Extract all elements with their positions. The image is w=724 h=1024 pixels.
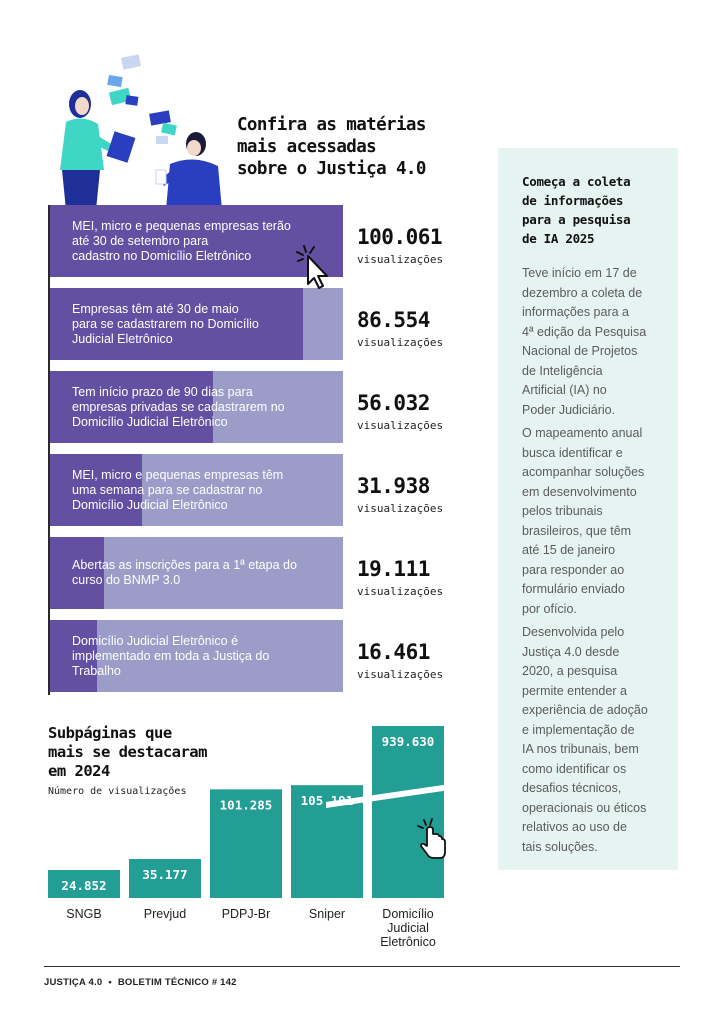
- article-views-label: visualizações: [357, 502, 444, 515]
- footer: JUSTIÇA 4.0 • BOLETIM TÉCNICO # 142: [44, 977, 237, 988]
- chart-bar: [48, 870, 120, 898]
- article-views-count: 19.111: [357, 557, 430, 581]
- chart-data-label: 35.177: [142, 867, 187, 882]
- article-views-count: 56.032: [357, 391, 430, 415]
- page-title: Confira as matérias mais acessadas sobre…: [237, 115, 426, 179]
- article-item[interactable]: Empresas têm até 30 de maio para se cada…: [48, 288, 468, 360]
- article-title[interactable]: Empresas têm até 30 de maio para se cada…: [72, 301, 259, 346]
- article-title[interactable]: Abertas as inscrições para a 1ª etapa do…: [72, 558, 297, 587]
- article-views-label: visualizações: [357, 585, 444, 598]
- sidebar-news-box: Começa a coleta de informações para a pe…: [498, 148, 678, 870]
- footer-divider: [44, 966, 680, 967]
- article-item[interactable]: Domicílio Judicial Eletrônico é implemen…: [48, 620, 468, 692]
- footer-brand: JUSTIÇA 4.0: [44, 977, 103, 988]
- article-title[interactable]: MEI, micro e pequenas empresas têm uma s…: [72, 467, 284, 512]
- footer-issue: BOLETIM TÉCNICO # 142: [117, 977, 237, 988]
- chart-category-label: SNGB: [66, 907, 101, 921]
- article-bar-fill: [48, 620, 97, 692]
- hero-illustration: [60, 54, 222, 210]
- article-title[interactable]: Domicílio Judicial Eletrônico é implemen…: [72, 633, 270, 678]
- article-views-count: 86.554: [357, 308, 430, 332]
- axis-break-marker: [326, 784, 450, 808]
- article-bar-fill: [48, 205, 343, 277]
- article-views-label: visualizações: [357, 253, 444, 266]
- hand-pointer-click-icon: [417, 818, 446, 859]
- chart-category-label: Eletrônico: [380, 935, 436, 949]
- chart-category-label: PDPJ-Br: [222, 907, 271, 921]
- chart-category-label: Judicial: [387, 921, 429, 935]
- article-title[interactable]: Tem início prazo de 90 dias para empresa…: [72, 384, 285, 429]
- arrow-cursor-click-icon: [296, 245, 328, 289]
- chart-data-label: 24.852: [61, 878, 106, 893]
- article-views-count: 16.461: [357, 640, 430, 664]
- article-item[interactable]: MEI, micro e pequenas empresas terão até…: [48, 205, 468, 277]
- chart-title: Subpáginas que mais se destacaram em 202…: [48, 724, 207, 780]
- article-item[interactable]: Abertas as inscrições para a 1ª etapa do…: [48, 537, 468, 609]
- chart-data-label: 939.630: [382, 734, 435, 749]
- article-bar-fill: [48, 537, 104, 609]
- article-bar-fill: [48, 288, 303, 360]
- article-bar-track: [48, 620, 343, 692]
- article-views-count: 31.938: [357, 474, 430, 498]
- article-views-label: visualizações: [357, 336, 444, 349]
- sidebar-paragraph: Teve início em 17 de dezembro a coleta d…: [522, 266, 647, 417]
- chart-category-label: Sniper: [309, 907, 345, 921]
- chart-bar: [372, 726, 444, 898]
- sidebar-title: Começa a coleta de informações para a pe…: [522, 174, 631, 246]
- footer-separator: •: [108, 977, 112, 988]
- article-views-label: visualizações: [357, 668, 444, 681]
- sidebar-paragraph: O mapeamento anual busca identificar e a…: [522, 426, 645, 616]
- article-bar-fill: [48, 371, 213, 443]
- article-title[interactable]: MEI, micro e pequenas empresas terão até…: [72, 218, 291, 263]
- list-divider: [48, 205, 50, 695]
- chart-bar: [129, 859, 201, 898]
- sidebar-paragraph: Desenvolvida pelo Justiça 4.0 desde 2020…: [522, 625, 648, 854]
- chart-bar: [210, 789, 282, 898]
- article-item[interactable]: Tem início prazo de 90 dias para empresa…: [48, 371, 468, 443]
- chart-category-label: Domicílio: [382, 907, 433, 921]
- chart-subtitle: Número de visualizações: [48, 786, 187, 797]
- article-item[interactable]: MEI, micro e pequenas empresas têm uma s…: [48, 454, 468, 526]
- article-bar-fill: [48, 454, 142, 526]
- most-accessed-list: MEI, micro e pequenas empresas terão até…: [48, 205, 468, 703]
- subpages-bar-chart: 24.852SNGB35.177Prevjud101.285PDPJ-Br105…: [48, 726, 450, 949]
- chart-data-label: 101.285: [220, 797, 273, 812]
- chart-category-label: Prevjud: [144, 907, 186, 921]
- article-views-label: visualizações: [357, 419, 444, 432]
- article-views-count: 100.061: [357, 225, 443, 249]
